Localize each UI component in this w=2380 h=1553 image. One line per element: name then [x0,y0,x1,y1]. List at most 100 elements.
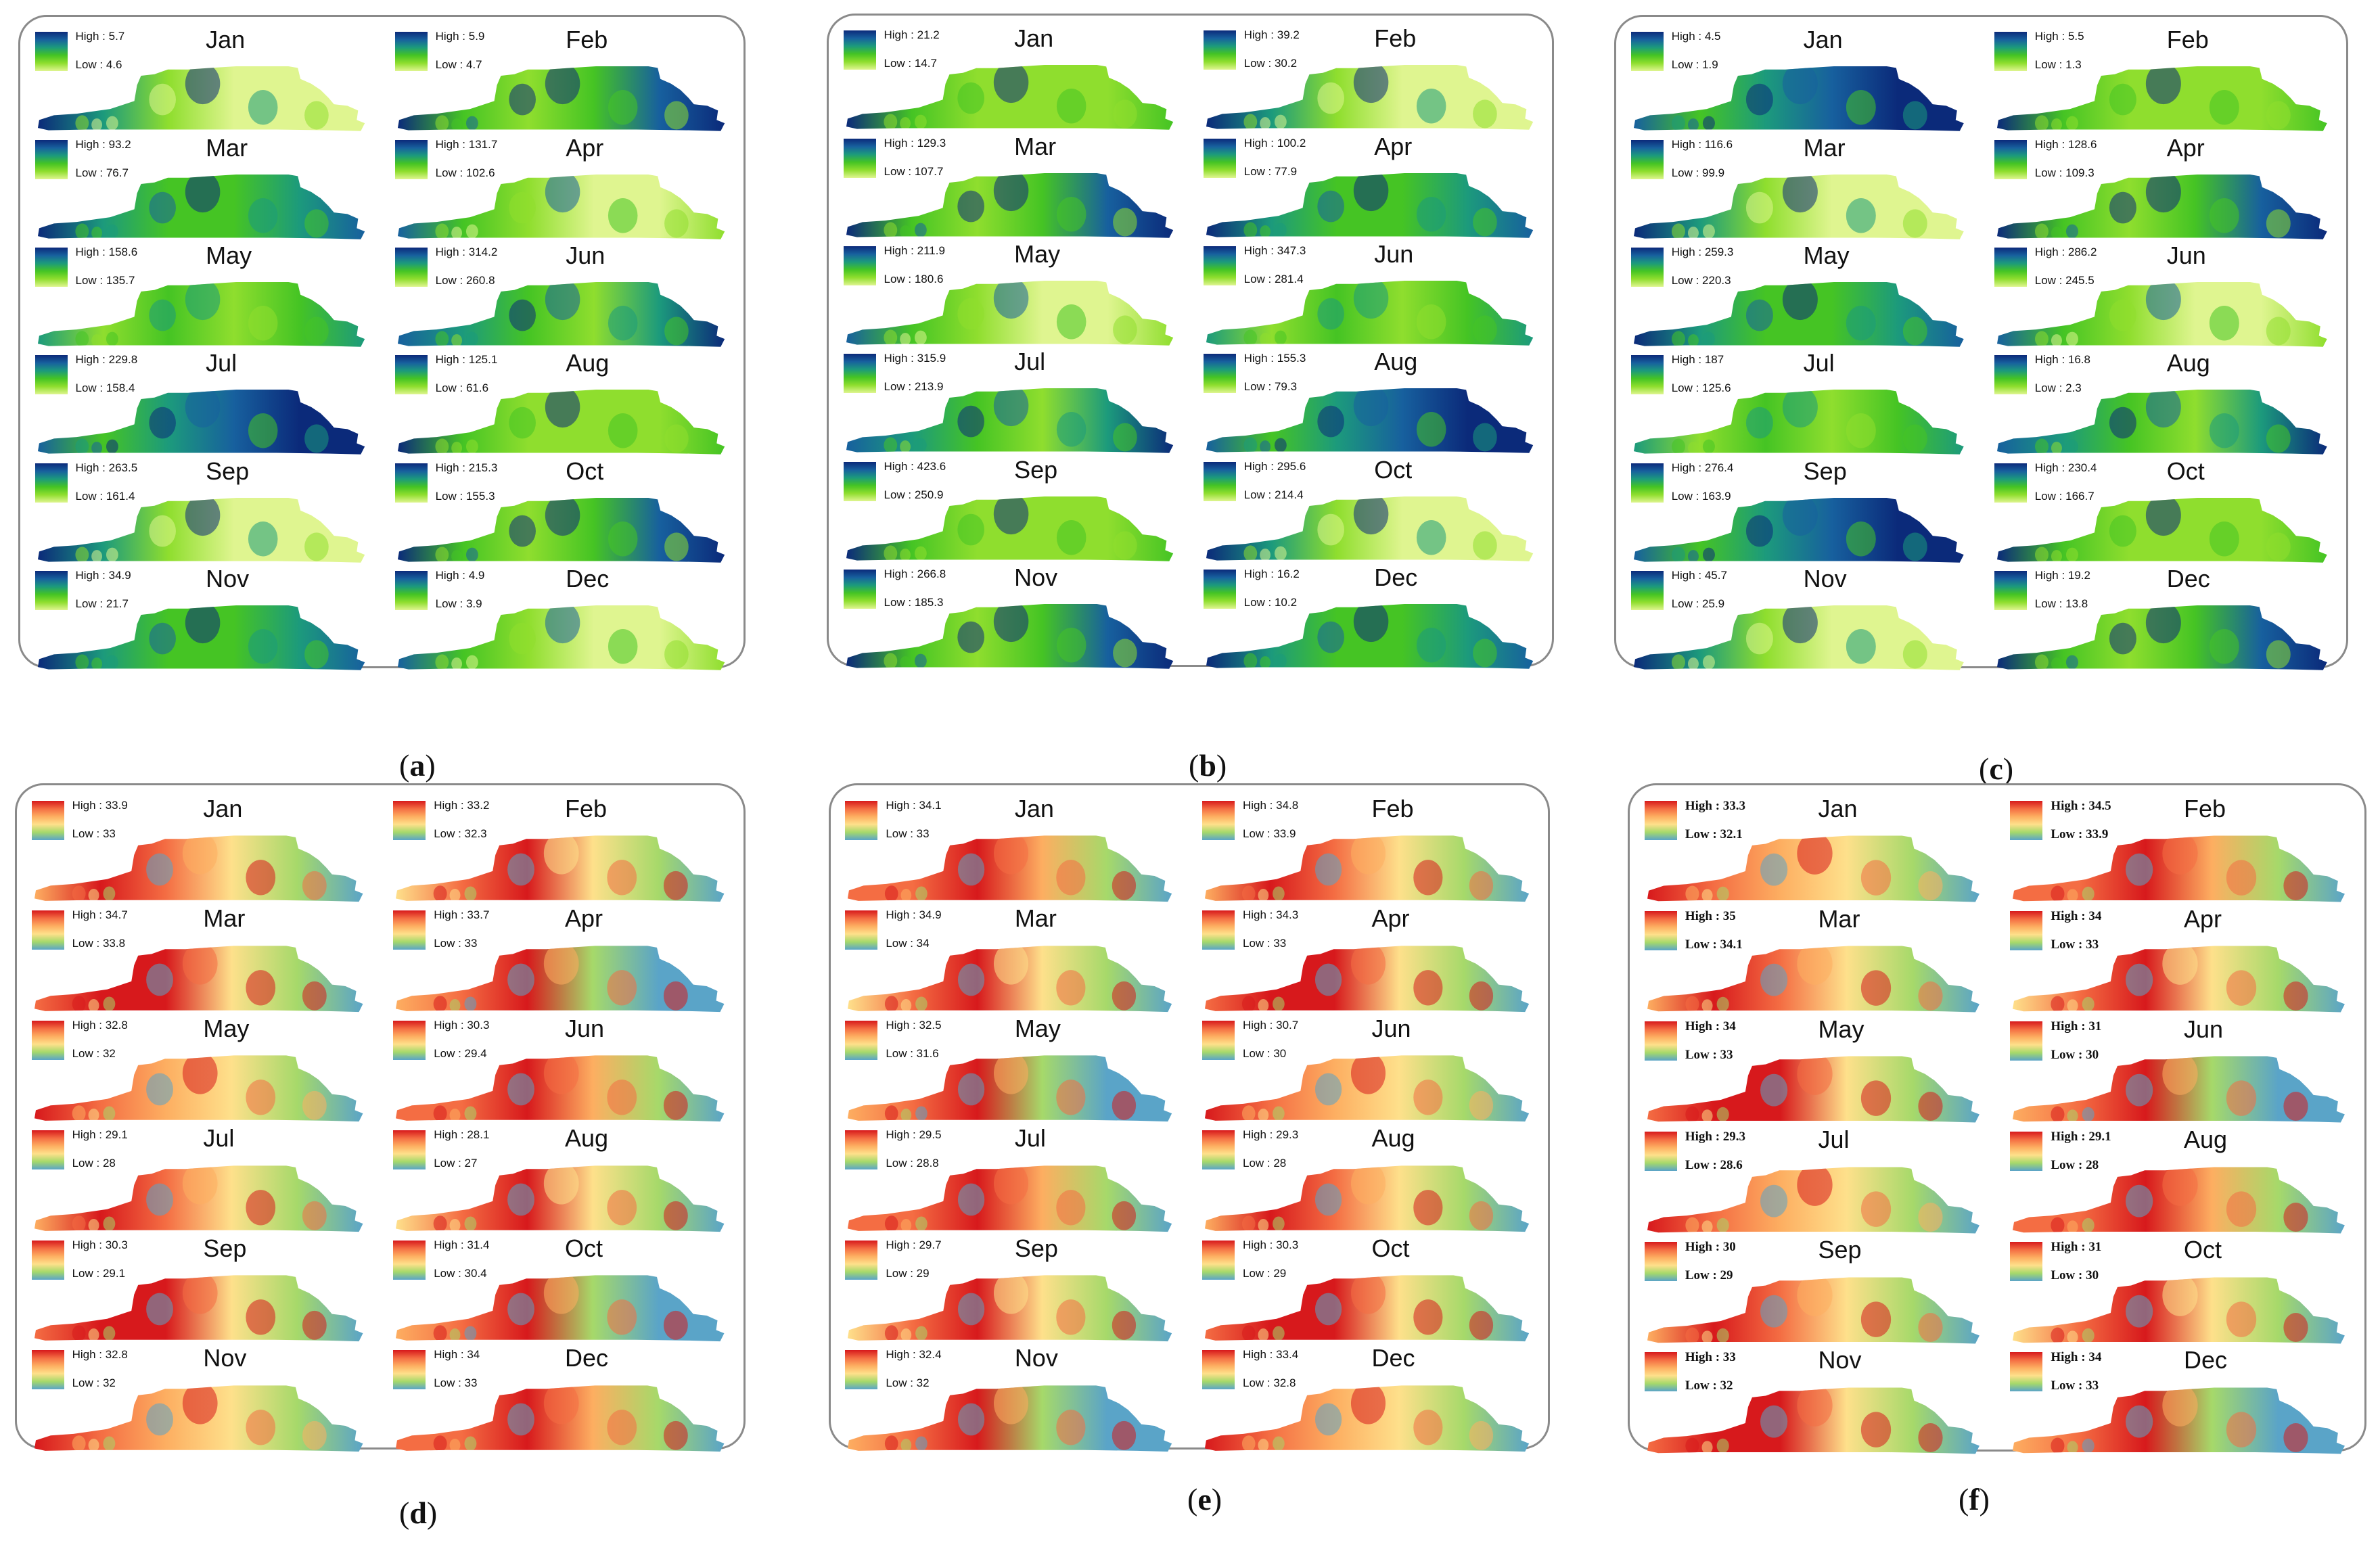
month-title: Nov [1818,1345,1862,1374]
legend-high-label: High : 259.3 [1671,246,1734,259]
legend-low-label: Low : 260.8 [435,274,495,287]
region-map [1633,497,1964,563]
caption-open-paren: ( [1187,1482,1198,1516]
interpolation-spot [1701,1440,1713,1454]
region-map [34,1165,363,1232]
legend-color-ramp [2010,1351,2043,1391]
interpolation-spot [91,226,102,239]
caption-open-paren: ( [399,748,410,783]
panel-caption-b: (b) [1189,747,1227,783]
interpolation-spot [1353,604,1388,643]
interpolation-spot [993,65,1028,103]
legend-high-label: High : 116.6 [1671,137,1733,151]
interpolation-spot [148,83,176,116]
region-map [848,1385,1172,1452]
interpolation-spot [451,226,462,239]
interpolation-spot [1416,519,1446,555]
interpolation-spot [2082,997,2095,1012]
interpolation-spot [1918,1202,1943,1232]
legend-high-label: High : 187 [1671,353,1724,367]
interpolation-spot [994,1165,1029,1205]
interpolation-spot [957,82,984,114]
interpolation-spot [1317,621,1344,653]
interpolation-spot [1314,1183,1342,1216]
interpolation-spot [1846,413,1876,448]
legend-high-label: High : 34.5 [2051,798,2111,813]
legend-low-label: Low : 77.9 [1243,164,1298,178]
panel-d: High : 33.9 Low : 33 Jan High : 33.2 Low : 3… [15,783,746,1452]
interpolation-spot [1273,1106,1285,1121]
interpolation-spot [2162,1277,2199,1316]
legend-low-label: Low : 220.3 [1671,274,1731,287]
region-map [396,1275,725,1342]
caption-letter: e [1197,1482,1212,1516]
month-map-jun: High : 30.7 Low : 30 Jun [1202,1015,1541,1122]
legend-high-label: High : 423.6 [884,459,946,473]
interpolation-spot [2109,622,2136,655]
month-title: May [1803,241,1850,270]
interpolation-spot [915,996,928,1011]
legend-low-label: Low : 25.9 [1671,597,1725,611]
interpolation-spot [74,115,89,132]
interpolation-spot [1671,223,1685,239]
interpolation-spot [2082,887,2095,902]
interpolation-spot [464,1106,477,1121]
interpolation-spot [72,996,86,1012]
interpolation-spot [433,1325,447,1342]
interpolation-spot [465,440,478,455]
legend-high-label: High : 33.7 [434,908,490,922]
region-map [846,388,1173,454]
interpolation-spot [1353,65,1388,103]
legend-color-ramp [35,32,68,72]
interpolation-spot [1782,497,1818,536]
month-title: Jan [1014,24,1054,53]
region-map [846,604,1173,669]
interpolation-spot [182,1385,218,1424]
interpolation-spot [914,330,927,345]
interpolation-spot [1902,424,1927,453]
interpolation-spot [1685,1107,1699,1123]
interpolation-spot [1259,548,1271,561]
interpolation-spot [2082,1107,2095,1122]
month-map-may: High : 32.5 Low : 31.6 May [845,1015,1184,1122]
month-title: Aug [2166,349,2210,377]
region-map [396,835,725,902]
month-title: Oct [2166,457,2205,485]
interpolation-spot [182,946,218,985]
interpolation-spot [2067,1109,2078,1123]
interpolation-spot [1797,1166,1833,1206]
legend-low-label: Low : 30.2 [1243,57,1298,70]
interpolation-spot [2283,1092,2308,1121]
legend-low-label: Low : 10.2 [1243,596,1298,609]
month-map-jun: High : 286.2 Low : 245.5 Jun [1994,241,2339,347]
interpolation-spot [608,90,638,125]
interpolation-spot [1671,438,1685,455]
interpolation-spot [72,1325,86,1342]
region-map [2013,946,2345,1013]
interpolation-spot [248,306,277,341]
legend-low-label: Low : 13.8 [2034,597,2088,611]
legend-high-label: High : 158.6 [75,246,138,259]
legend-color-ramp [1630,355,1664,395]
region-map [1633,390,1964,455]
interpolation-spot [1273,886,1285,902]
interpolation-spot [914,438,927,453]
interpolation-spot [1056,412,1086,447]
interpolation-spot [993,496,1028,534]
legend-low-label: Low : 281.4 [1243,273,1304,286]
interpolation-spot [1685,1327,1699,1343]
legend-low-label: Low : 29 [1242,1266,1287,1280]
interpolation-spot [2051,442,2062,455]
region-map [397,174,725,239]
interpolation-spot [1745,407,1773,439]
region-map [2013,1277,2345,1343]
interpolation-spot [103,996,115,1011]
month-map-dec: High : 34 Low : 33 Dec [2010,1346,2357,1454]
interpolation-spot [2034,223,2049,239]
interpolation-spot [2266,424,2291,453]
interpolation-spot [2145,282,2181,321]
interpolation-spot [1350,1275,1386,1314]
month-map-feb: High : 33.2 Low : 32.3 Feb [393,795,737,902]
interpolation-spot [1918,1312,1943,1342]
legend-color-ramp [1630,248,1664,287]
